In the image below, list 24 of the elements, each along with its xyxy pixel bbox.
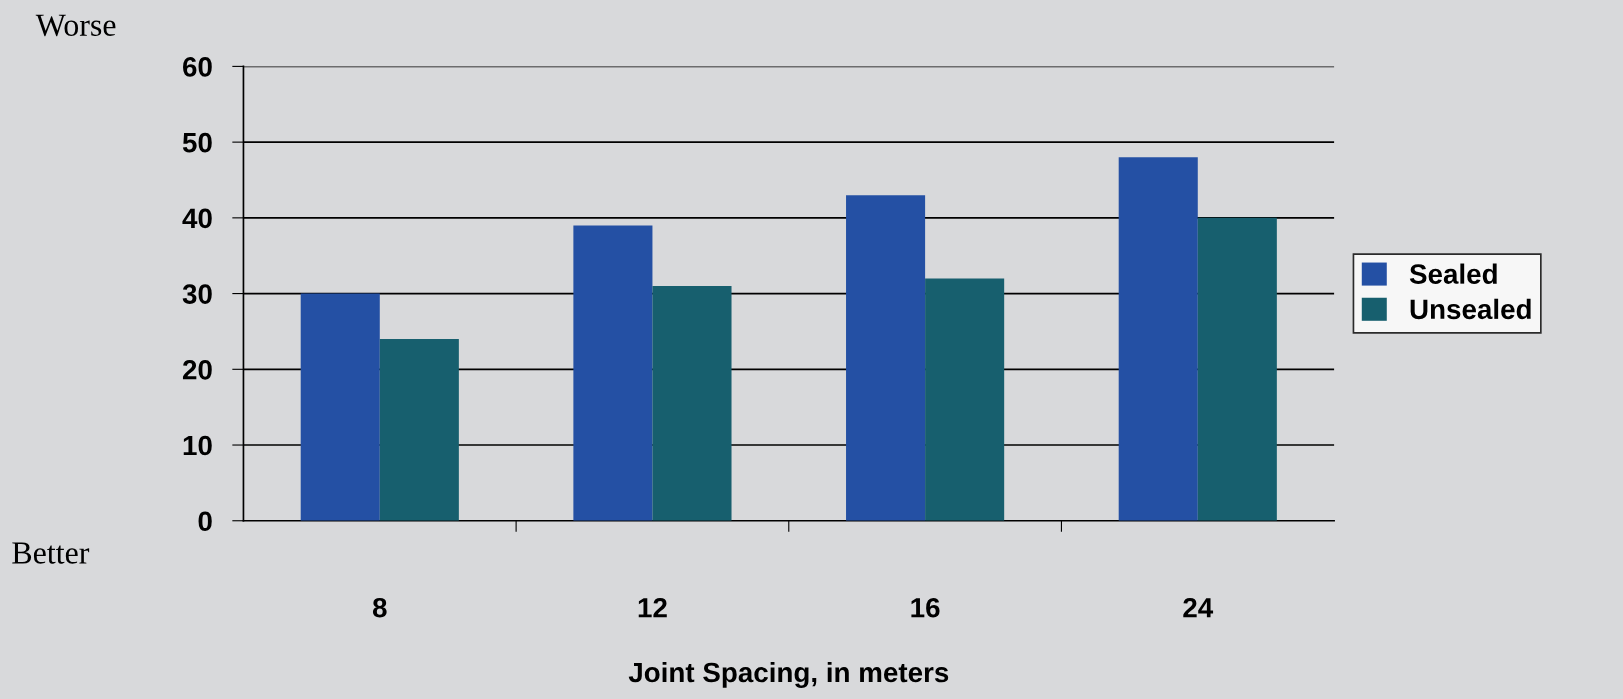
bar: [1197, 217, 1277, 521]
y-tick-label: 50: [182, 132, 212, 153]
legend-label: Sealed: [1409, 263, 1497, 284]
legend-label: Unsealed: [1410, 298, 1531, 320]
x-tick-label: 12: [638, 597, 667, 618]
y-tick-label: 30: [182, 284, 212, 304]
y-tick-label: 10: [183, 435, 212, 456]
bar: [379, 339, 459, 521]
bar: [573, 225, 653, 521]
x-tick-label: 16: [911, 597, 940, 618]
x-tick-label: 24: [1183, 597, 1214, 618]
text: Better: [12, 542, 90, 564]
y-tick-label: 0: [198, 511, 212, 532]
y-tick-label: 20: [182, 359, 212, 380]
bar: [300, 293, 380, 521]
x-axis-title: Joint Spacing, in meters: [628, 661, 949, 688]
y-tick-label: 60: [183, 57, 212, 77]
bar: [652, 286, 732, 521]
bar: [846, 195, 926, 521]
bar: [1118, 157, 1198, 521]
bar: [925, 278, 1005, 521]
y-tick-label: 40: [182, 208, 212, 229]
x-tick-label: 8: [372, 597, 387, 618]
text: Worse: [35, 14, 116, 37]
